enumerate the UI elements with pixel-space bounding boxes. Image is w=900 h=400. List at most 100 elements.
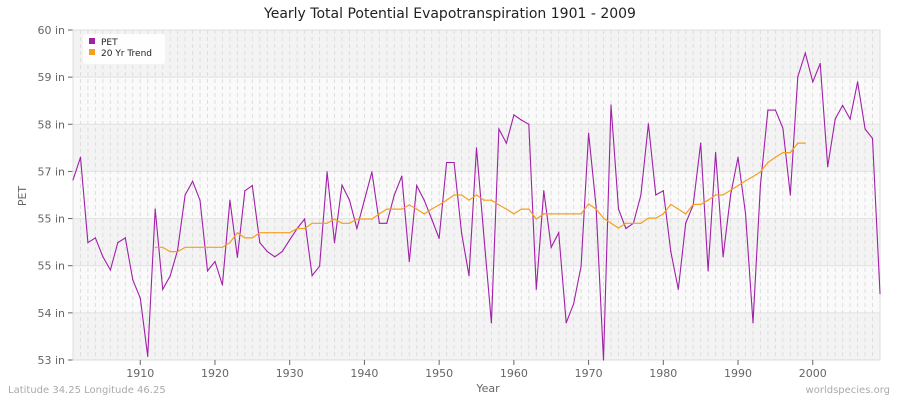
trend-data-point xyxy=(752,176,754,178)
pet-data-point xyxy=(834,118,836,120)
pet-data-point xyxy=(191,180,194,182)
pet-data-point xyxy=(744,212,747,214)
location-label: Latitude 34.25 Longitude 46.25 xyxy=(8,385,166,396)
trend-data-point xyxy=(602,217,605,219)
pet-data-point xyxy=(670,250,672,253)
x-tick-label: 1950 xyxy=(425,367,453,380)
trend-data-point xyxy=(700,203,702,206)
pet-data-point xyxy=(117,242,119,244)
pet-data-point xyxy=(543,190,545,192)
pet-data-point xyxy=(438,237,440,239)
pet-data-point xyxy=(759,184,762,187)
trend-data-point xyxy=(214,246,216,248)
pet-data-point xyxy=(311,275,313,277)
pet-data-point xyxy=(206,270,209,272)
pet-data-point xyxy=(819,62,821,65)
x-tick-label: 1930 xyxy=(276,367,304,380)
trend-data-point xyxy=(767,161,769,164)
pet-data-point xyxy=(662,190,664,192)
trend-data-point xyxy=(498,204,500,206)
trend-data-point xyxy=(640,222,642,224)
trend-data-point xyxy=(162,246,164,248)
trend-data-point xyxy=(722,194,724,196)
pet-data-point xyxy=(371,171,373,173)
trend-data-point xyxy=(647,217,649,219)
trend-data-point xyxy=(431,208,433,210)
pet-data-point xyxy=(236,256,238,258)
trend-data-point xyxy=(393,208,395,210)
pet-data-point xyxy=(685,222,687,224)
y-tick-label: 59 in xyxy=(37,71,65,84)
trend-data-point xyxy=(715,194,717,196)
pet-data-point xyxy=(573,303,575,305)
trend-data-point xyxy=(229,242,231,244)
trend-data-point xyxy=(625,222,627,224)
legend-swatch-trend xyxy=(89,49,95,55)
trend-data-point xyxy=(453,194,455,196)
trend-data-point xyxy=(408,204,410,206)
chart-title: Yearly Total Potential Evapotranspiratio… xyxy=(264,6,636,22)
pet-data-point xyxy=(812,81,814,83)
trend-data-point xyxy=(281,232,283,234)
trend-data-point xyxy=(266,232,268,234)
trend-data-point xyxy=(356,218,358,220)
pet-data-point xyxy=(767,109,769,111)
pet-data-point xyxy=(266,250,268,253)
pet-data-point xyxy=(558,232,560,234)
trend-data-point xyxy=(610,222,612,224)
pet-data-point xyxy=(468,275,470,277)
x-axis-label: Year xyxy=(475,382,500,395)
pet-data-point xyxy=(715,151,717,154)
y-tick-label: 54 in xyxy=(37,307,65,320)
trend-data-point xyxy=(543,213,545,215)
trend-data-point xyxy=(573,213,575,215)
trend-data-point xyxy=(692,203,694,206)
pet-data-point xyxy=(87,242,89,244)
trend-data-point xyxy=(386,208,388,210)
pet-data-point xyxy=(842,104,844,107)
pet-data-point xyxy=(617,208,620,210)
pet-data-point xyxy=(229,199,231,201)
pet-data-point xyxy=(640,194,642,196)
trend-data-point xyxy=(206,246,209,248)
pet-data-point xyxy=(707,270,709,272)
pet-data-point xyxy=(513,114,515,116)
trend-data-point xyxy=(311,222,313,224)
trend-data-point xyxy=(251,237,253,239)
pet-data-point xyxy=(610,104,612,106)
pet-data-point xyxy=(520,119,522,121)
trend-data-point xyxy=(401,208,403,210)
pet-data-point xyxy=(528,123,530,125)
legend-label-pet: PET xyxy=(101,38,118,48)
pet-data-point xyxy=(431,218,433,220)
pet-data-point xyxy=(752,322,754,324)
pet-data-point xyxy=(453,161,455,164)
trend-data-point xyxy=(587,203,590,205)
trend-data-point xyxy=(378,213,380,215)
trend-data-point xyxy=(490,199,493,201)
trend-data-point xyxy=(296,227,298,230)
trend-data-point xyxy=(289,232,291,234)
pet-data-point xyxy=(169,275,171,277)
pet-data-point xyxy=(393,194,395,196)
y-tick-label: 60 in xyxy=(37,24,65,37)
pet-data-point xyxy=(401,175,403,177)
trend-data-point xyxy=(416,208,418,210)
trend-data-point xyxy=(199,246,201,248)
pet-data-point xyxy=(864,128,866,130)
pet-data-point xyxy=(162,288,164,290)
trend-data-point xyxy=(468,199,470,201)
trend-data-point xyxy=(177,250,179,253)
pet-data-point xyxy=(789,194,791,196)
pet-data-point xyxy=(498,128,500,130)
pet-data-point xyxy=(797,76,799,78)
trend-data-point xyxy=(475,194,478,196)
pet-data-point xyxy=(259,242,261,244)
pet-data-point xyxy=(318,265,321,267)
trend-data-point xyxy=(513,213,515,215)
pet-data-point xyxy=(348,199,351,201)
trend-data-point xyxy=(274,232,276,234)
trend-data-point xyxy=(236,232,238,234)
pet-data-point xyxy=(580,265,582,267)
